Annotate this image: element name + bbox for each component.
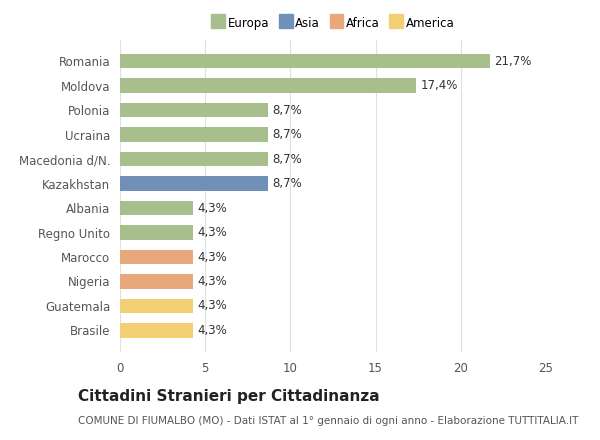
Bar — [120, 274, 193, 289]
Text: 17,4%: 17,4% — [421, 79, 458, 92]
Bar — [120, 152, 268, 166]
Text: 4,3%: 4,3% — [197, 275, 227, 288]
Text: 8,7%: 8,7% — [272, 128, 302, 141]
Bar — [120, 299, 193, 313]
Text: 21,7%: 21,7% — [494, 55, 532, 68]
Bar — [120, 54, 490, 69]
Text: 4,3%: 4,3% — [197, 226, 227, 239]
Text: 8,7%: 8,7% — [272, 177, 302, 190]
Bar — [120, 225, 193, 240]
Text: Cittadini Stranieri per Cittadinanza: Cittadini Stranieri per Cittadinanza — [78, 389, 380, 404]
Bar — [120, 249, 193, 264]
Bar — [120, 127, 268, 142]
Text: COMUNE DI FIUMALBO (MO) - Dati ISTAT al 1° gennaio di ogni anno - Elaborazione T: COMUNE DI FIUMALBO (MO) - Dati ISTAT al … — [78, 416, 578, 426]
Text: 4,3%: 4,3% — [197, 250, 227, 264]
Text: 4,3%: 4,3% — [197, 202, 227, 215]
Bar — [120, 176, 268, 191]
Text: 8,7%: 8,7% — [272, 153, 302, 165]
Bar — [120, 78, 416, 93]
Text: 8,7%: 8,7% — [272, 103, 302, 117]
Bar — [120, 103, 268, 117]
Bar — [120, 323, 193, 338]
Text: 4,3%: 4,3% — [197, 300, 227, 312]
Text: 4,3%: 4,3% — [197, 324, 227, 337]
Bar — [120, 201, 193, 216]
Legend: Europa, Asia, Africa, America: Europa, Asia, Africa, America — [209, 14, 457, 32]
